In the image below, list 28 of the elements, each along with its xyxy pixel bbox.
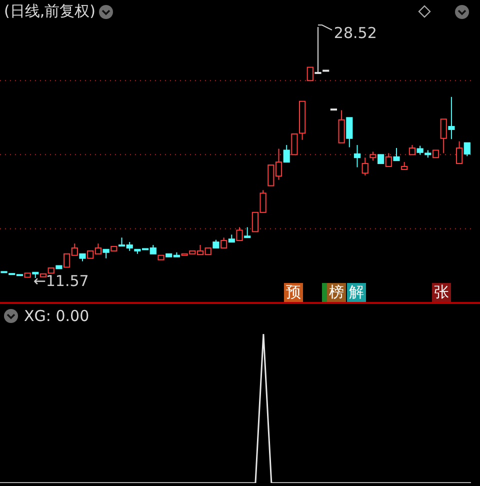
text: 预 [284, 283, 303, 302]
candlestick [291, 133, 298, 156]
candlestick [440, 118, 447, 154]
candlestick [40, 273, 47, 278]
candlestick [48, 267, 54, 274]
text: 榜 [327, 283, 346, 302]
annotation: 28.52 [334, 24, 377, 42]
chart-title: (日线,前复权) [4, 2, 96, 21]
candlestick [102, 248, 110, 259]
candlestick [24, 272, 31, 278]
candlestick [432, 150, 440, 158]
text: 张 [432, 283, 451, 302]
candlestick [385, 152, 392, 167]
chart-title: XG: 0.00 [24, 307, 90, 325]
candlestick [448, 96, 455, 140]
candlestick [378, 154, 384, 164]
annotation: ←11.57 [33, 272, 89, 290]
candlestick [56, 265, 62, 270]
candlestick [244, 226, 251, 238]
candlestick [299, 100, 306, 140]
candlestick [306, 66, 314, 82]
candlestick [110, 246, 118, 252]
candlestick [158, 254, 164, 260]
text: 解 [347, 283, 366, 302]
candlestick [354, 144, 361, 168]
candlestick [393, 147, 400, 162]
candlestick [338, 110, 345, 144]
candlestick [314, 26, 322, 74]
